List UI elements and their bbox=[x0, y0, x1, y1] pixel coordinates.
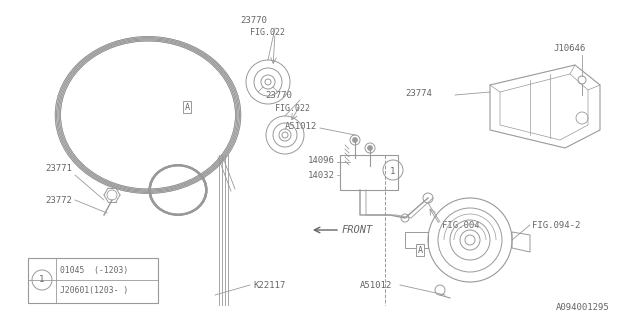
Text: 01045  (-1203): 01045 (-1203) bbox=[60, 266, 128, 275]
Text: 23770: 23770 bbox=[240, 15, 267, 25]
Text: FRONT: FRONT bbox=[342, 225, 373, 235]
Text: FIG.022: FIG.022 bbox=[250, 28, 285, 36]
Text: 23771: 23771 bbox=[45, 164, 72, 172]
Ellipse shape bbox=[159, 175, 197, 205]
Text: 23770: 23770 bbox=[265, 91, 292, 100]
Text: J20601(1203- ): J20601(1203- ) bbox=[60, 286, 128, 295]
Circle shape bbox=[367, 146, 372, 150]
Text: 23774: 23774 bbox=[405, 89, 432, 98]
Text: FIG.094-2: FIG.094-2 bbox=[532, 220, 580, 229]
Text: A: A bbox=[417, 245, 422, 254]
Bar bbox=[28, 258, 158, 303]
Text: A51012: A51012 bbox=[360, 281, 392, 290]
Circle shape bbox=[353, 138, 358, 142]
Text: FIG.004: FIG.004 bbox=[442, 220, 479, 229]
Ellipse shape bbox=[70, 51, 225, 179]
Text: A51012: A51012 bbox=[285, 122, 317, 131]
Text: 1: 1 bbox=[390, 166, 396, 175]
Text: 23772: 23772 bbox=[45, 196, 72, 204]
Text: J10646: J10646 bbox=[553, 44, 585, 52]
Text: K22117: K22117 bbox=[253, 281, 285, 290]
Text: FIG.022: FIG.022 bbox=[275, 103, 310, 113]
Bar bbox=[340, 155, 398, 190]
Text: A: A bbox=[184, 102, 189, 111]
Text: 14096: 14096 bbox=[308, 156, 335, 164]
Text: 14032: 14032 bbox=[308, 171, 335, 180]
Text: A094001295: A094001295 bbox=[556, 303, 610, 312]
Text: 1: 1 bbox=[39, 276, 45, 284]
